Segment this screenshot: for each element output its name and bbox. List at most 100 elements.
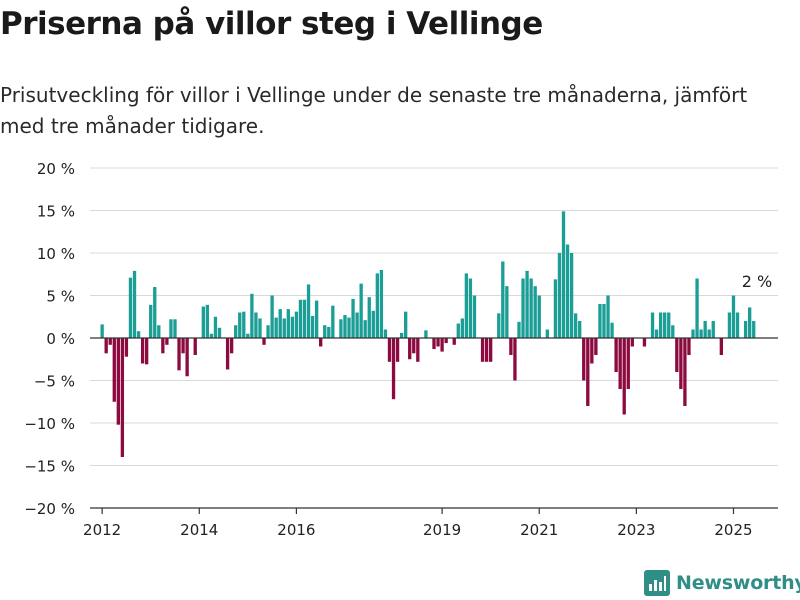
bar bbox=[509, 338, 513, 355]
bar bbox=[165, 338, 169, 345]
bar bbox=[424, 330, 428, 338]
bar bbox=[748, 307, 752, 338]
bar bbox=[314, 300, 319, 338]
bar bbox=[169, 319, 173, 338]
y-tick-label: 20 % bbox=[37, 160, 75, 178]
bar bbox=[302, 299, 307, 338]
bar bbox=[654, 329, 659, 338]
bar bbox=[582, 338, 586, 381]
chart-title: Priserna på villor steg i Vellinge bbox=[0, 6, 543, 42]
bar bbox=[185, 338, 189, 377]
bar bbox=[521, 278, 525, 338]
bar bbox=[557, 253, 562, 338]
bar bbox=[355, 312, 359, 338]
bar bbox=[319, 338, 323, 347]
bar bbox=[399, 332, 404, 338]
bar bbox=[707, 329, 711, 338]
bar bbox=[727, 312, 732, 338]
bar bbox=[630, 338, 634, 347]
bar bbox=[136, 331, 141, 338]
bar bbox=[484, 338, 489, 362]
bar bbox=[472, 295, 477, 338]
bar bbox=[124, 338, 129, 357]
bar bbox=[234, 325, 238, 338]
bar bbox=[209, 333, 214, 338]
newsworthy-logo-icon bbox=[644, 570, 670, 596]
bar bbox=[250, 293, 254, 338]
bar bbox=[752, 321, 756, 338]
bar bbox=[383, 329, 388, 338]
bar bbox=[440, 338, 444, 352]
bar bbox=[501, 261, 505, 338]
bar bbox=[181, 338, 185, 354]
bar bbox=[270, 295, 274, 338]
bar bbox=[743, 321, 748, 338]
annotation-label: 2 % bbox=[742, 272, 772, 291]
bar bbox=[695, 278, 699, 338]
bar bbox=[282, 318, 286, 338]
bar bbox=[242, 311, 246, 338]
bar bbox=[177, 338, 181, 371]
bar bbox=[671, 325, 675, 338]
bar bbox=[132, 270, 137, 338]
bar bbox=[444, 338, 448, 344]
bar bbox=[173, 319, 177, 338]
x-tick-label: 2021 bbox=[520, 521, 558, 539]
bar bbox=[590, 338, 594, 364]
bar bbox=[667, 312, 671, 338]
bar bbox=[128, 277, 133, 338]
bar bbox=[614, 338, 618, 372]
bar bbox=[719, 338, 724, 355]
bar bbox=[488, 338, 493, 362]
bar bbox=[290, 316, 295, 338]
bar bbox=[480, 338, 485, 362]
bar bbox=[586, 338, 590, 406]
x-tick-label: 2019 bbox=[423, 521, 461, 539]
bar bbox=[529, 278, 533, 338]
bar bbox=[120, 338, 125, 457]
bar bbox=[254, 312, 258, 338]
bar bbox=[359, 283, 363, 338]
bar bbox=[735, 312, 740, 338]
y-tick-label: −5 % bbox=[34, 373, 75, 391]
bar bbox=[327, 326, 331, 338]
bar bbox=[658, 312, 663, 338]
bar bbox=[460, 318, 464, 338]
bar bbox=[238, 312, 242, 338]
y-tick-label: −15 % bbox=[24, 458, 75, 476]
bar bbox=[468, 278, 473, 338]
bar bbox=[505, 286, 509, 338]
y-tick-label: 15 % bbox=[37, 203, 75, 221]
bar bbox=[675, 338, 679, 372]
labels: −20 % −15 % −10 % −5 % 0 % 5 % 10 % 15 % 20 % 201… bbox=[24, 160, 773, 539]
y-tick-label: 0 % bbox=[46, 330, 75, 348]
bar bbox=[606, 295, 610, 338]
bar bbox=[193, 338, 197, 355]
bar bbox=[517, 321, 521, 338]
bar bbox=[594, 338, 598, 355]
logo-text: Newsworthy bbox=[676, 572, 800, 594]
bar bbox=[602, 304, 606, 338]
bar bbox=[343, 315, 347, 338]
bar bbox=[116, 338, 120, 425]
bar bbox=[379, 270, 384, 338]
bar bbox=[225, 338, 230, 370]
axes bbox=[90, 337, 778, 514]
bar bbox=[412, 338, 416, 354]
bar bbox=[391, 338, 396, 400]
bar bbox=[306, 284, 311, 338]
bar bbox=[246, 333, 250, 338]
bar bbox=[703, 321, 707, 338]
x-tick-label: 2025 bbox=[714, 521, 752, 539]
bar bbox=[294, 311, 299, 338]
bar bbox=[363, 320, 367, 338]
bar bbox=[663, 312, 667, 338]
bar bbox=[278, 309, 282, 338]
bar bbox=[610, 322, 614, 338]
bar bbox=[213, 316, 218, 338]
bar bbox=[561, 211, 566, 338]
bar bbox=[553, 279, 558, 338]
bar bbox=[679, 338, 683, 389]
bar bbox=[351, 298, 355, 338]
bar bbox=[650, 312, 655, 338]
